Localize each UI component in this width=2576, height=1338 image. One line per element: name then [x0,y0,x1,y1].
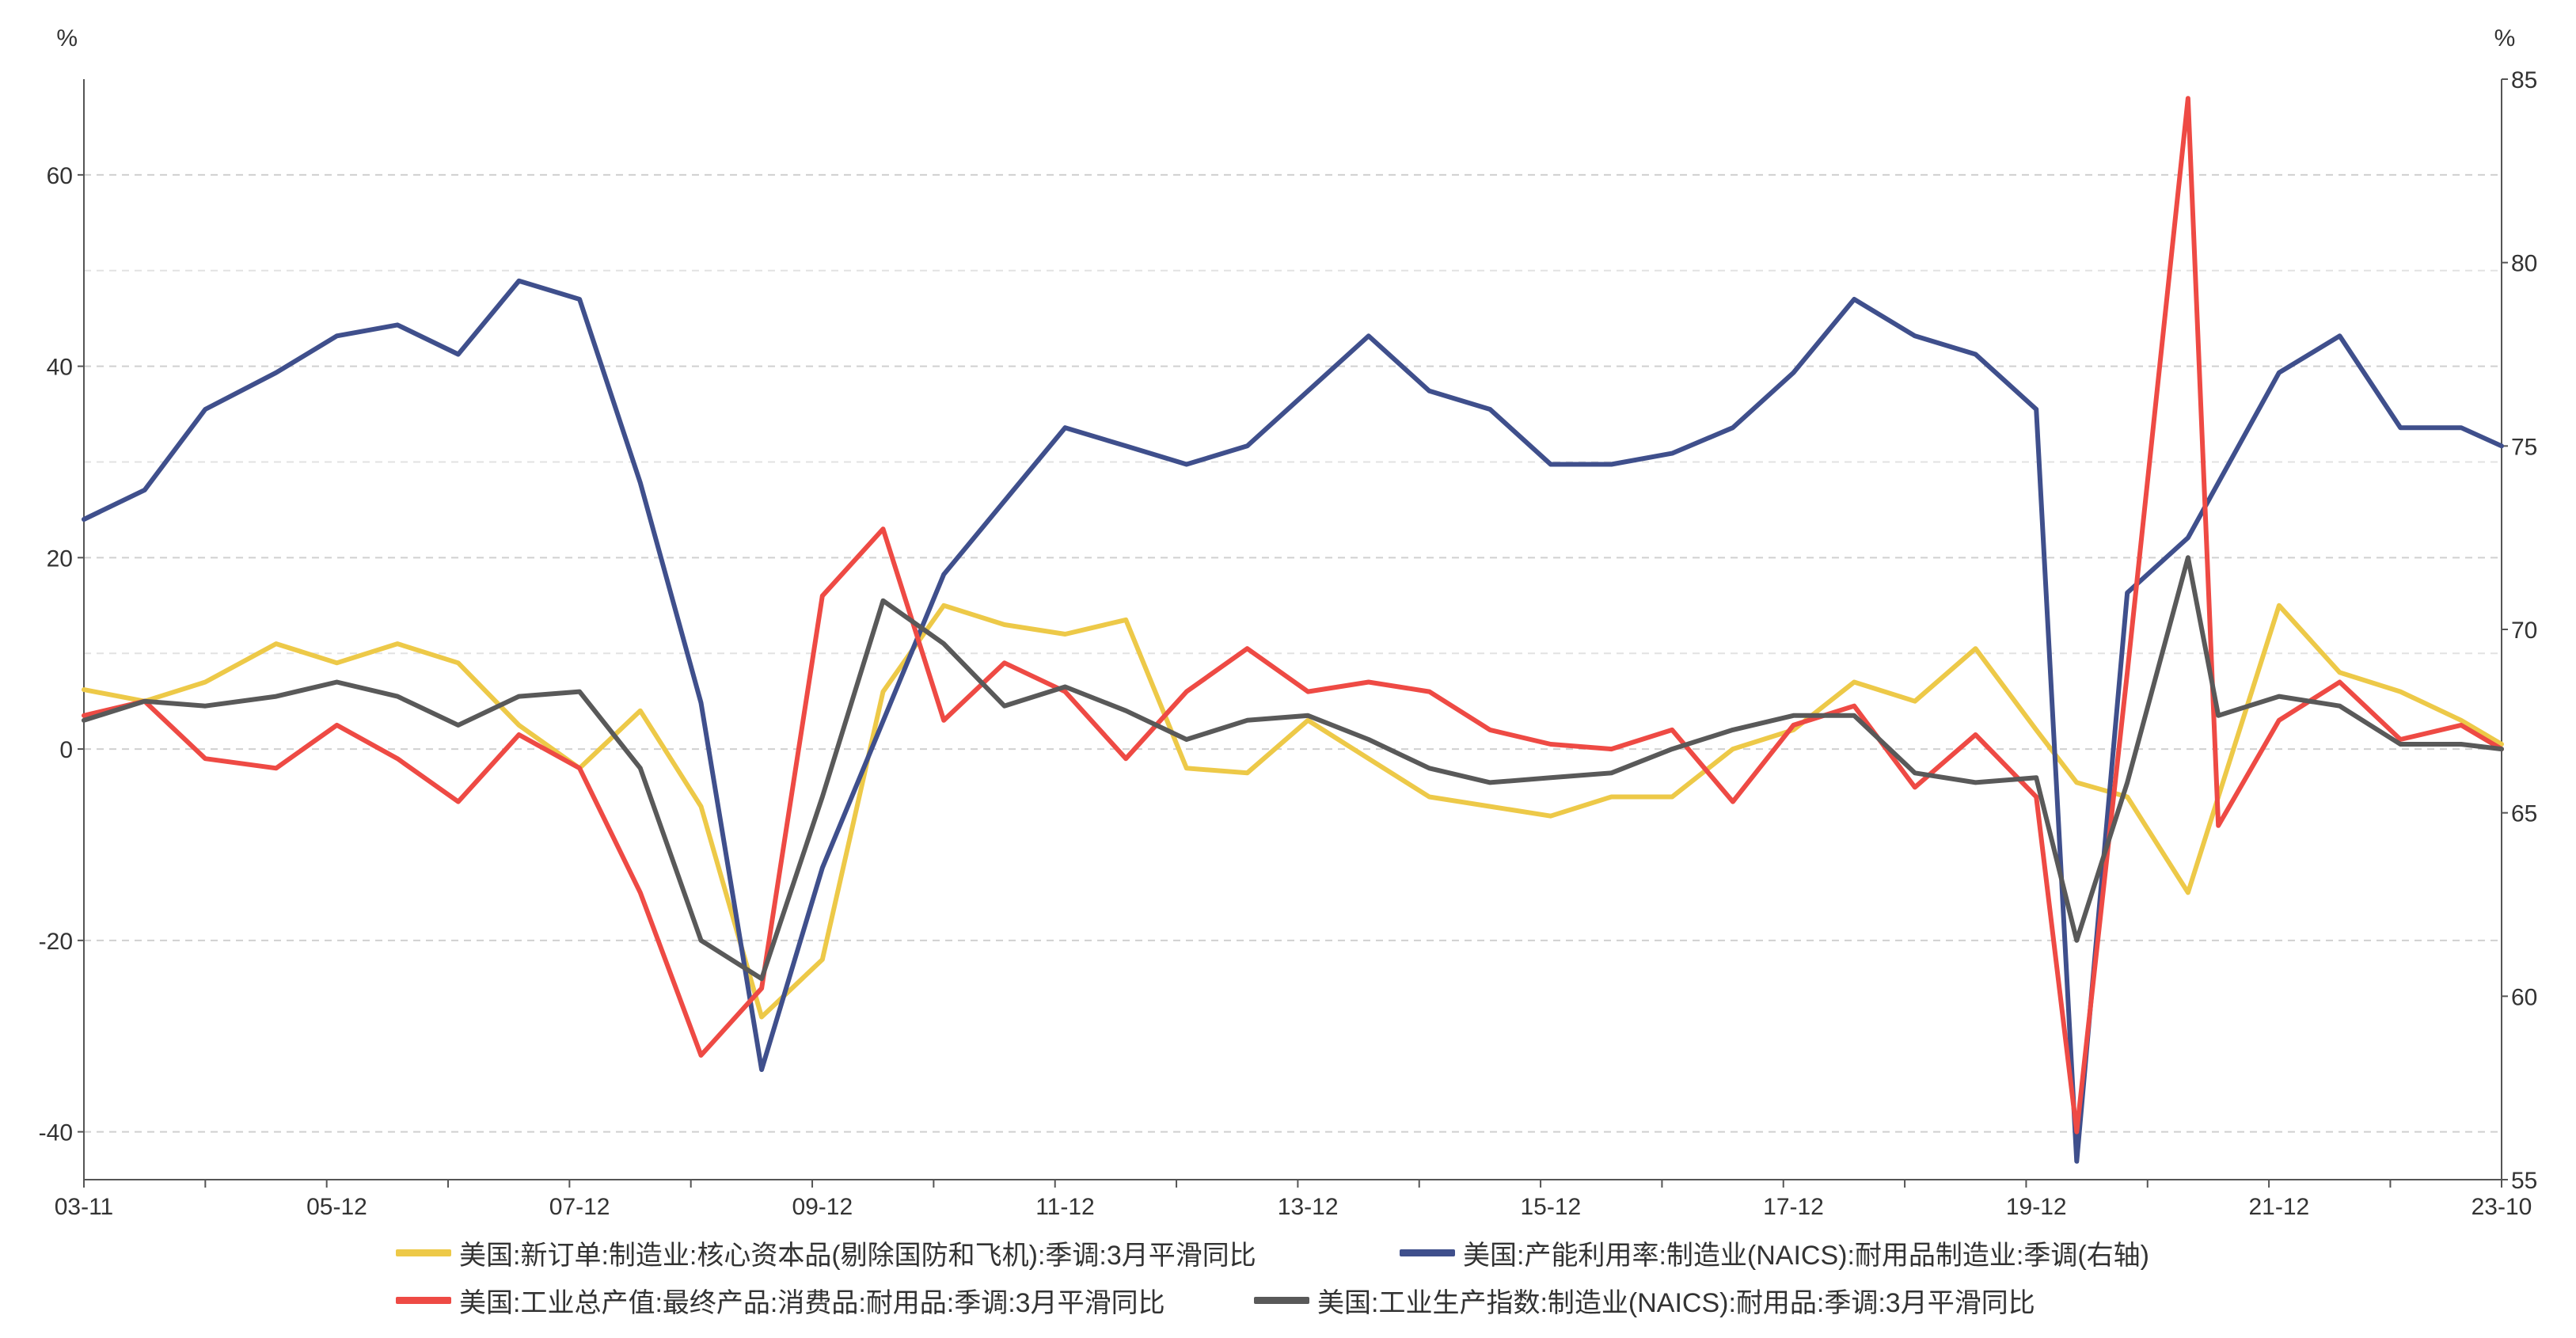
legend-item: 美国:工业总产值:最终产品:消费品:耐用品:季调:3月平滑同比 [396,1281,1165,1320]
axes: % % -40 -20 0 20 40 60 55 60 65 70 75 80 85 03-11 05-12 0… [39,25,2538,1220]
x-tick-label: 19-12 [2006,1194,2067,1220]
left-axis-unit: % [56,25,78,51]
left-tick-label: -40 [39,1120,73,1146]
legend-label: 美国:产能利用率:制造业(NAICS):耐用品制造业:季调(右轴) [1463,1241,2149,1271]
series-line [82,96,2504,1135]
legend-label: 美国:新订单:制造业:核心资本品(剔除国防和飞机):季调:3月平滑同比 [459,1241,1256,1271]
legend-label: 美国:工业总产值:最终产品:消费品:耐用品:季调:3月平滑同比 [459,1288,1165,1318]
right-axis-unit: % [2494,25,2516,51]
x-tick-label: 03-11 [55,1194,114,1220]
x-tick-label: 09-12 [792,1194,853,1220]
x-tick-label: 23-10 [2472,1194,2532,1220]
series-lines [82,96,2504,1164]
legend-item: 美国:工业生产指数:制造业(NAICS):耐用品:季调:3月平滑同比 [1254,1281,2035,1320]
right-tick-label: 70 [2511,618,2537,644]
right-tick-label: 65 [2511,801,2537,827]
left-tick-label: 60 [47,163,73,189]
legend-item: 美国:新订单:制造业:核心资本品(剔除国防和飞机):季调:3月平滑同比 [396,1233,1256,1272]
series-line [82,602,2504,1020]
right-tick-label: 85 [2511,67,2537,93]
x-tick-label: 21-12 [2249,1194,2310,1220]
legend-swatch [396,1297,451,1304]
left-tick-label: -20 [39,929,73,955]
right-tick-label: 55 [2511,1168,2537,1194]
legend-item: 美国:产能利用率:制造业(NAICS):耐用品制造业:季调(右轴) [1400,1233,2149,1272]
right-tick-label: 80 [2511,251,2537,277]
x-tick-label: 05-12 [306,1194,367,1220]
legend-label: 美国:工业生产指数:制造业(NAICS):耐用品:季调:3月平滑同比 [1317,1288,2035,1318]
x-tick-label: 11-12 [1035,1194,1095,1220]
x-tick-label: 07-12 [549,1194,610,1220]
x-tick-label: 17-12 [1763,1194,1824,1220]
legend-swatch [1254,1297,1309,1304]
right-tick-label: 75 [2511,434,2537,460]
right-tick-label: 60 [2511,984,2537,1010]
gridlines [84,173,2502,1133]
x-tick-label: 13-12 [1278,1194,1339,1220]
left-tick-label: 40 [47,355,73,381]
x-tick-label: 15-12 [1520,1194,1581,1220]
left-tick-label: 0 [59,737,73,763]
legend-swatch [396,1249,451,1256]
legend-swatch [1400,1249,1455,1256]
series-line [82,555,2504,982]
left-tick-label: 20 [47,545,73,572]
